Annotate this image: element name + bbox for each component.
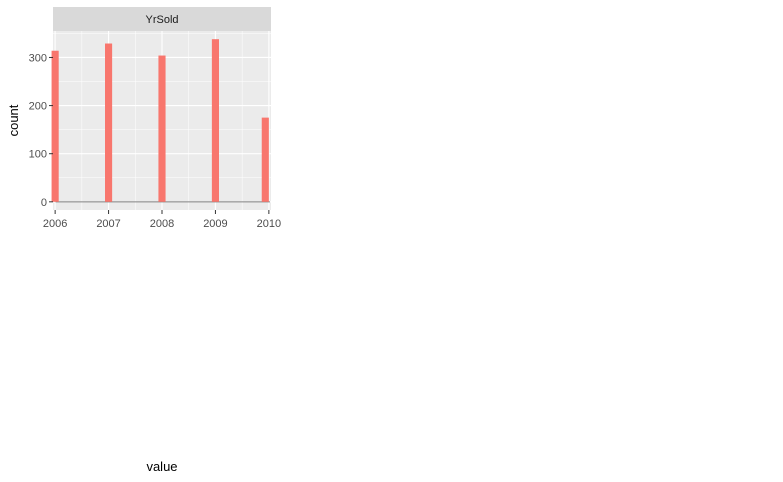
y-axis: 0 100 200 300 bbox=[29, 52, 53, 209]
y-tick-label: 100 bbox=[29, 149, 47, 161]
y-tick-label: 200 bbox=[29, 101, 47, 113]
x-tick-label: 2006 bbox=[43, 218, 67, 230]
facet-strip-label: YrSold bbox=[145, 14, 178, 26]
histogram-bars bbox=[51, 39, 270, 203]
x-axis: 2006 2007 2008 2009 2010 bbox=[43, 210, 281, 230]
y-axis-title: count bbox=[6, 104, 21, 136]
facet-strip bbox=[53, 7, 271, 31]
x-tick-label: 2009 bbox=[203, 218, 227, 230]
x-tick-label: 2007 bbox=[96, 218, 120, 230]
histogram-bar bbox=[261, 117, 269, 202]
histogram-bar bbox=[158, 55, 166, 202]
histogram-bar bbox=[211, 39, 219, 202]
x-axis-title: value bbox=[146, 459, 177, 474]
y-tick-label: 0 bbox=[41, 197, 47, 209]
histogram-bar bbox=[51, 50, 59, 202]
y-tick-label: 300 bbox=[29, 52, 47, 64]
x-tick-label: 2010 bbox=[257, 218, 281, 230]
histogram-bar bbox=[105, 43, 113, 202]
x-tick-label: 2008 bbox=[150, 218, 174, 230]
